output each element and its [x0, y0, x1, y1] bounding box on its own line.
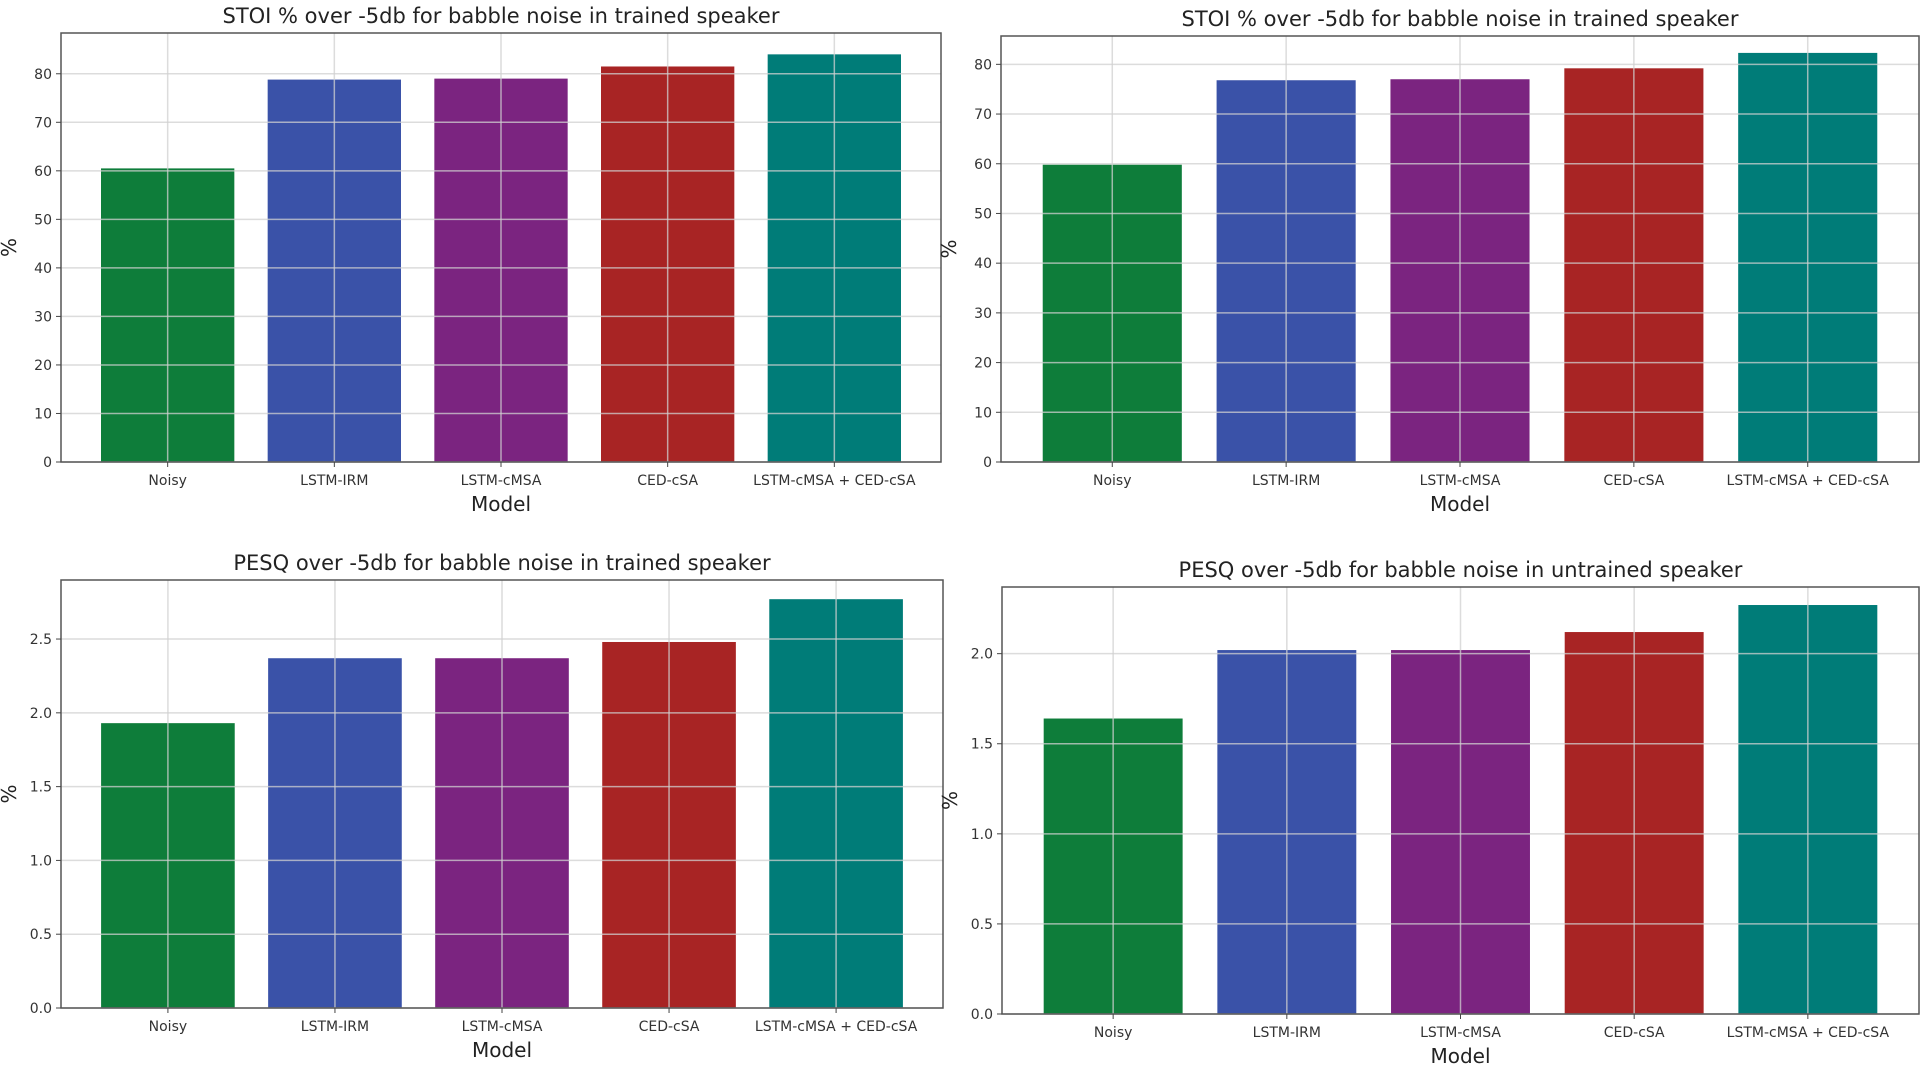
x-tick-label: LSTM-cMSA [1420, 473, 1501, 489]
x-axis-label: Model [1430, 492, 1490, 516]
y-tick-label: 70 [34, 115, 52, 131]
y-tick-label: 0.5 [30, 927, 52, 943]
x-tick-label: LSTM-IRM [1252, 473, 1320, 489]
y-axis-label: % [938, 791, 962, 810]
y-tick-label: 1.0 [30, 853, 52, 869]
x-axis-label: Model [471, 492, 531, 516]
x-tick-label: Noisy [149, 1019, 188, 1035]
x-tick-label: LSTM-IRM [1253, 1025, 1321, 1041]
y-tick-label: 10 [34, 406, 52, 422]
chart-1: 0 10 20 30 40 50 60 70 80 Noisy LSTM-IRM LSTM-cMSA C… [0, 4, 942, 516]
x-tick-label: LSTM-cMSA + CED-cSA [753, 473, 916, 489]
y-tick-label: 0.0 [30, 1001, 52, 1017]
x-tick-label: Noisy [1093, 473, 1132, 489]
x-tick-label: Noisy [148, 473, 187, 489]
x-axis-label: Model [1430, 1044, 1490, 1068]
x-tick-label: CED-cSA [1604, 1025, 1665, 1041]
y-tick-label: 0 [43, 455, 52, 471]
y-tick-label: 1.0 [971, 827, 993, 843]
x-tick-label: LSTM-IRM [300, 473, 368, 489]
x-tick-label: LSTM-cMSA [461, 473, 542, 489]
chart-title: PESQ over -5db for babble noise in untra… [1179, 558, 1743, 582]
y-tick-label: 50 [974, 206, 992, 222]
x-tick-label: CED-cSA [639, 1019, 700, 1035]
x-tick-label: CED-cSA [637, 473, 698, 489]
x-tick-label: LSTM-cMSA + CED-cSA [1727, 473, 1890, 489]
x-tick-label: Noisy [1094, 1025, 1133, 1041]
y-tick-label: 10 [974, 405, 992, 421]
y-tick-label: 80 [974, 57, 992, 73]
y-tick-label: 2.0 [971, 647, 993, 663]
y-tick-label: 0.0 [971, 1007, 993, 1023]
y-tick-label: 2.5 [30, 632, 52, 648]
x-tick-label: LSTM-cMSA + CED-cSA [1727, 1025, 1890, 1041]
x-tick-label: LSTM-cMSA + CED-cSA [755, 1019, 918, 1035]
x-tick-label: LSTM-IRM [301, 1019, 369, 1035]
x-tick-label: LSTM-cMSA [1420, 1025, 1501, 1041]
chart-3: 0.0 0.5 1.0 1.5 2.0 2.5 Noisy LSTM-IRM LSTM-cMSA… [0, 551, 944, 1062]
chart-4: 0.0 0.5 1.0 1.5 2.0 Noisy LSTM-IRM LSTM-cMSA CED… [938, 558, 1920, 1068]
y-tick-label: 40 [974, 256, 992, 272]
y-tick-label: 0 [983, 455, 992, 471]
y-tick-label: 60 [974, 157, 992, 173]
y-tick-label: 50 [34, 212, 52, 228]
chart-title: STOI % over -5db for babble noise in tra… [1182, 7, 1739, 31]
y-tick-label: 70 [974, 107, 992, 123]
y-tick-label: 30 [34, 309, 52, 325]
y-tick-label: 1.5 [971, 737, 993, 753]
y-tick-label: 60 [34, 164, 52, 180]
y-axis-label: % [0, 238, 21, 257]
x-axis-label: Model [472, 1038, 532, 1062]
y-axis-label: % [0, 784, 21, 803]
y-tick-label: 20 [34, 358, 52, 374]
chart-title: STOI % over -5db for babble noise in tra… [223, 4, 780, 28]
y-axis-label: % [937, 239, 961, 258]
y-tick-label: 30 [974, 306, 992, 322]
y-tick-label: 2.0 [30, 706, 52, 722]
y-tick-label: 80 [34, 67, 52, 83]
y-tick-label: 20 [974, 356, 992, 372]
chart-2: 0 10 20 30 40 50 60 70 80 Noisy LSTM-IRM LSTM-cMSA C… [937, 7, 1920, 516]
x-tick-label: LSTM-cMSA [462, 1019, 543, 1035]
y-tick-label: 40 [34, 261, 52, 277]
y-tick-label: 0.5 [971, 917, 993, 933]
chart-title: PESQ over -5db for babble noise in train… [233, 551, 771, 575]
x-tick-label: CED-cSA [1603, 473, 1664, 489]
y-tick-label: 1.5 [30, 780, 52, 796]
